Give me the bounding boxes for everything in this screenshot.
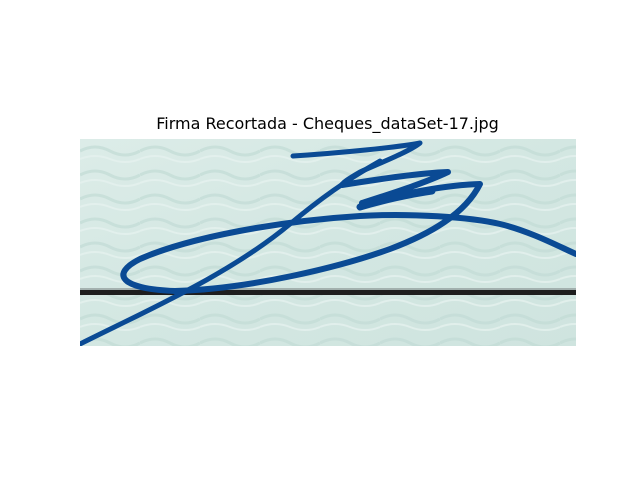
- figure-title: Firma Recortada - Cheques_dataSet-17.jpg: [156, 114, 499, 133]
- signature-svg: [80, 139, 576, 346]
- signature-rule-line: [80, 290, 576, 295]
- signature-image: [80, 139, 576, 346]
- signature-zigzag: [120, 169, 576, 294]
- signature-top-hook: [290, 140, 423, 188]
- paper-texture: [80, 139, 576, 346]
- signature-strokes: [80, 140, 576, 346]
- signature-dash: [356, 187, 436, 211]
- signature-rule-highlight: [80, 288, 576, 290]
